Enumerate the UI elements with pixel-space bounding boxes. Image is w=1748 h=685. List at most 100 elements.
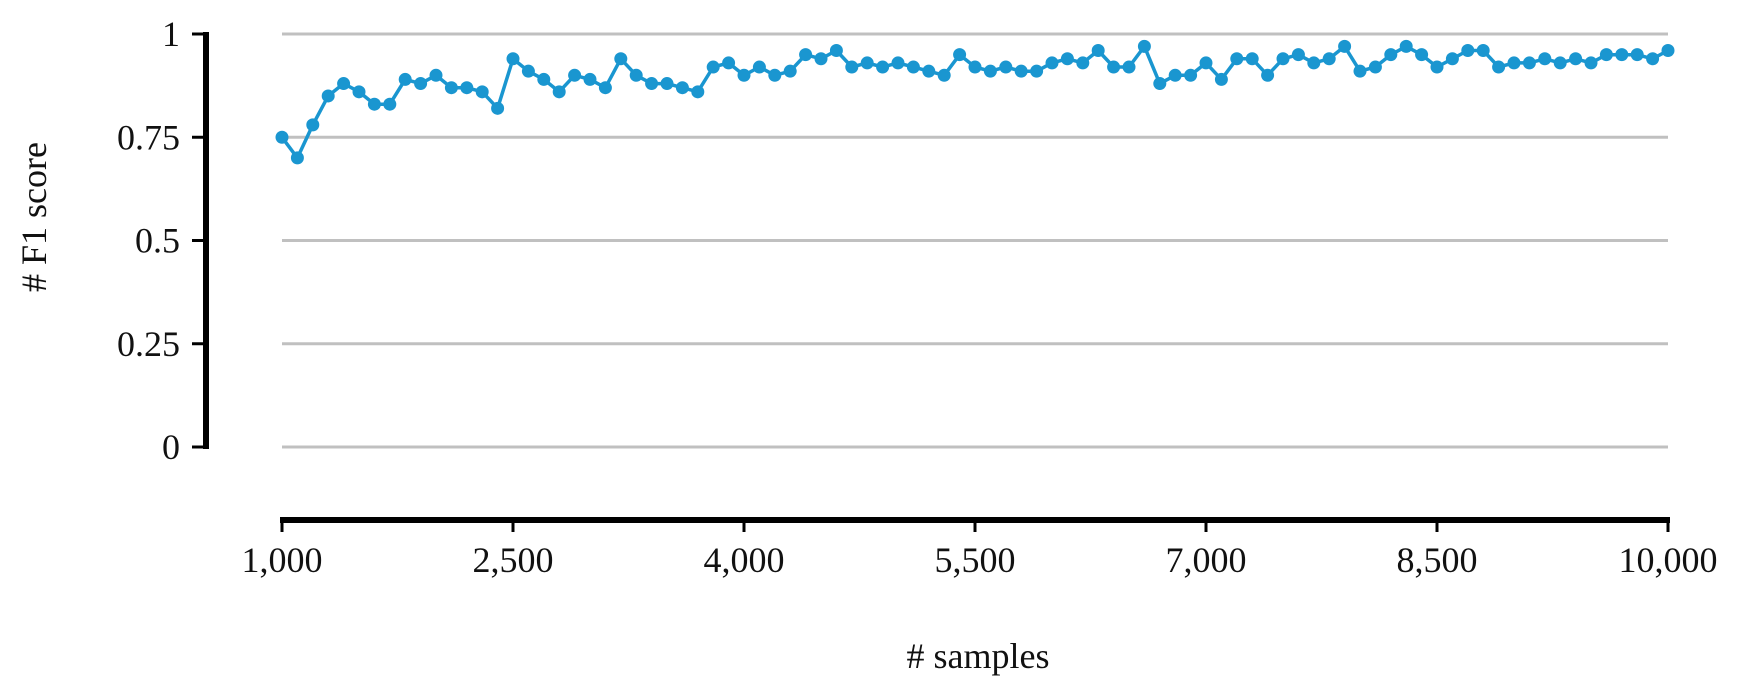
data-point [722, 56, 736, 70]
data-point [968, 60, 982, 74]
x-tick-label: 10,000 [1619, 540, 1718, 580]
data-point [1661, 44, 1675, 58]
data-point [737, 68, 751, 82]
data-point [1492, 60, 1506, 74]
data-point [1060, 52, 1074, 66]
data-point [1368, 60, 1382, 74]
data-point [1245, 52, 1259, 66]
data-point [1307, 56, 1321, 70]
data-point [1430, 60, 1444, 74]
data-point [768, 68, 782, 82]
data-point [1445, 52, 1459, 66]
series-layer [275, 39, 1675, 165]
data-point [1461, 44, 1475, 58]
data-point [367, 97, 381, 111]
data-point [937, 68, 951, 82]
data-point [799, 48, 813, 62]
data-point [1476, 44, 1490, 58]
data-point [1168, 68, 1182, 82]
data-point [1014, 64, 1028, 78]
data-point [783, 64, 797, 78]
data-point [506, 52, 520, 66]
data-point [645, 77, 659, 91]
data-point [275, 130, 289, 144]
data-point [691, 85, 705, 99]
x-tick-label: 5,500 [935, 540, 1016, 580]
data-point [398, 72, 412, 86]
data-point [1338, 39, 1352, 53]
x-axis: 1,000 2,500 4,000 5,500 7,000 8,500 10,000 [242, 517, 1718, 580]
data-point [829, 44, 843, 58]
data-point [598, 81, 612, 95]
data-point [1153, 77, 1167, 91]
data-point [444, 81, 458, 95]
y-tick-label: 0.75 [117, 117, 180, 157]
data-point [1107, 60, 1121, 74]
x-axis-title: # samples [907, 636, 1050, 676]
data-point [860, 56, 874, 70]
data-point [1646, 52, 1660, 66]
data-point [1076, 56, 1090, 70]
data-point [1137, 39, 1151, 53]
gridlines [282, 32, 1668, 449]
y-tick-label: 0.25 [117, 324, 180, 364]
data-point [953, 48, 967, 62]
data-point [521, 64, 535, 78]
data-point [906, 60, 920, 74]
data-point [1184, 68, 1198, 82]
data-point [1522, 56, 1536, 70]
data-point [1415, 48, 1429, 62]
data-point [383, 97, 397, 111]
data-point [845, 60, 859, 74]
data-point [321, 89, 335, 103]
data-point [814, 52, 828, 66]
y-axis: 0 0.25 0.5 0.75 1 [117, 14, 209, 467]
data-point [1230, 52, 1244, 66]
data-point [752, 60, 766, 74]
data-point [429, 68, 443, 82]
x-tick-label: 2,500 [473, 540, 554, 580]
data-point [1553, 56, 1567, 70]
data-point [552, 85, 566, 99]
y-tick-label: 0 [162, 427, 180, 467]
data-point [706, 60, 720, 74]
data-point [583, 72, 597, 86]
data-point [1615, 48, 1629, 62]
data-point [1399, 39, 1413, 53]
data-point [1507, 56, 1521, 70]
y-tick-label: 0.5 [135, 221, 180, 261]
data-point [1538, 52, 1552, 66]
data-point [352, 85, 366, 99]
x-tick-label: 7,000 [1166, 540, 1247, 580]
data-point [1261, 68, 1275, 82]
x-tick-label: 4,000 [704, 540, 785, 580]
data-point [1569, 52, 1583, 66]
data-point [891, 56, 905, 70]
data-point [1030, 64, 1044, 78]
data-point [1291, 48, 1305, 62]
data-point [983, 64, 997, 78]
data-point [1322, 52, 1336, 66]
data-point [1584, 56, 1598, 70]
data-point [460, 81, 474, 95]
data-point [568, 68, 582, 82]
x-tick-label: 8,500 [1397, 540, 1478, 580]
data-point [922, 64, 936, 78]
data-point [629, 68, 643, 82]
data-point [414, 77, 428, 91]
data-point [1276, 52, 1290, 66]
data-point [537, 72, 551, 86]
data-point [1122, 60, 1136, 74]
data-point [290, 151, 304, 165]
data-point [337, 77, 351, 91]
data-point [614, 52, 628, 66]
y-tick-label: 1 [162, 14, 180, 54]
data-point [1091, 44, 1105, 58]
data-point [999, 60, 1013, 74]
data-point [1599, 48, 1613, 62]
y-axis-title: # F1 score [14, 142, 54, 292]
data-point [475, 85, 489, 99]
data-point [876, 60, 890, 74]
data-point [491, 101, 505, 115]
